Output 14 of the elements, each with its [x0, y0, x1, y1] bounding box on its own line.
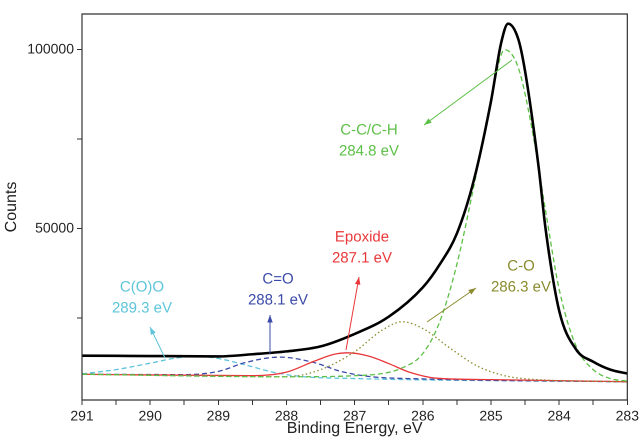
x-tick-label: 283	[616, 407, 640, 424]
annotation: Epoxide 287.1 eV	[332, 228, 392, 267]
annotation: C=O 288.1 eV	[248, 270, 308, 309]
y-axis-title: Counts	[3, 182, 20, 232]
x-tick-label: 290	[138, 407, 162, 424]
x-tick-label: 284	[547, 407, 572, 424]
x-tick-label: 289	[206, 407, 230, 424]
annotation: C(O)O 289.3 eV	[112, 278, 172, 317]
annotation: C-O 286.3 eV	[490, 258, 552, 296]
y-tick-label: 100000	[27, 40, 74, 57]
x-tick-label: 291	[70, 407, 94, 424]
y-tick-label: 50000	[35, 219, 74, 236]
x-tick-label: 285	[479, 407, 503, 424]
annotation: C-C/C-H 284.8 eV	[338, 122, 400, 160]
